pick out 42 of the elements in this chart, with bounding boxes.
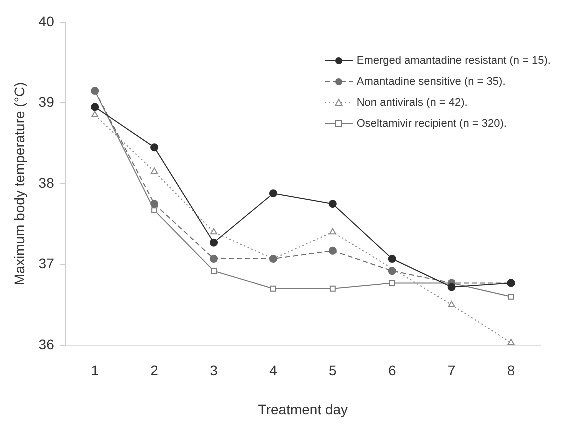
legend-label: Non antivirals (n = 42). [356, 96, 468, 108]
point [152, 208, 158, 214]
point [91, 103, 100, 112]
x-axis-title: Treatment day [258, 401, 348, 418]
point [150, 200, 159, 208]
legend-label: Amantadine sensitive (n = 35). [356, 76, 506, 88]
point [388, 255, 396, 263]
point [92, 111, 99, 118]
x-tick-label: 2 [150, 362, 159, 379]
y-tick-label: 37 [38, 256, 55, 272]
point [330, 286, 336, 292]
point [329, 228, 336, 235]
y-tick-label: 38 [38, 174, 55, 191]
x-tick-label: 8 [507, 362, 516, 379]
x-tick-label: 1 [91, 362, 100, 379]
x-tick-label: 4 [270, 362, 278, 379]
point [389, 280, 396, 286]
legend-label: Oseltamivir recipient (n = 320). [356, 118, 507, 130]
point [508, 338, 515, 346]
y-axis-title: Maximum body temperature (°C) [11, 82, 28, 286]
point [270, 286, 276, 292]
point [210, 238, 218, 247]
y-tick-label: 40 [38, 13, 55, 30]
x-tick-label: 6 [388, 362, 396, 379]
point [328, 200, 337, 208]
point [210, 228, 218, 235]
y-tick-label: 39 [38, 94, 55, 110]
x-tick-label: 7 [448, 362, 456, 379]
point [448, 301, 456, 308]
point [210, 255, 218, 263]
point [269, 190, 278, 198]
point [151, 168, 158, 174]
point [211, 268, 217, 274]
legend-label: Emerged amantadine resistant (n = 15). [356, 54, 551, 66]
point [328, 246, 337, 255]
x-tick-label: 5 [329, 362, 338, 379]
x-tick-label: 3 [210, 362, 218, 379]
point [150, 144, 159, 152]
point [448, 283, 456, 292]
point [508, 294, 514, 300]
point [388, 267, 396, 276]
y-tick-label: 36 [38, 336, 55, 352]
